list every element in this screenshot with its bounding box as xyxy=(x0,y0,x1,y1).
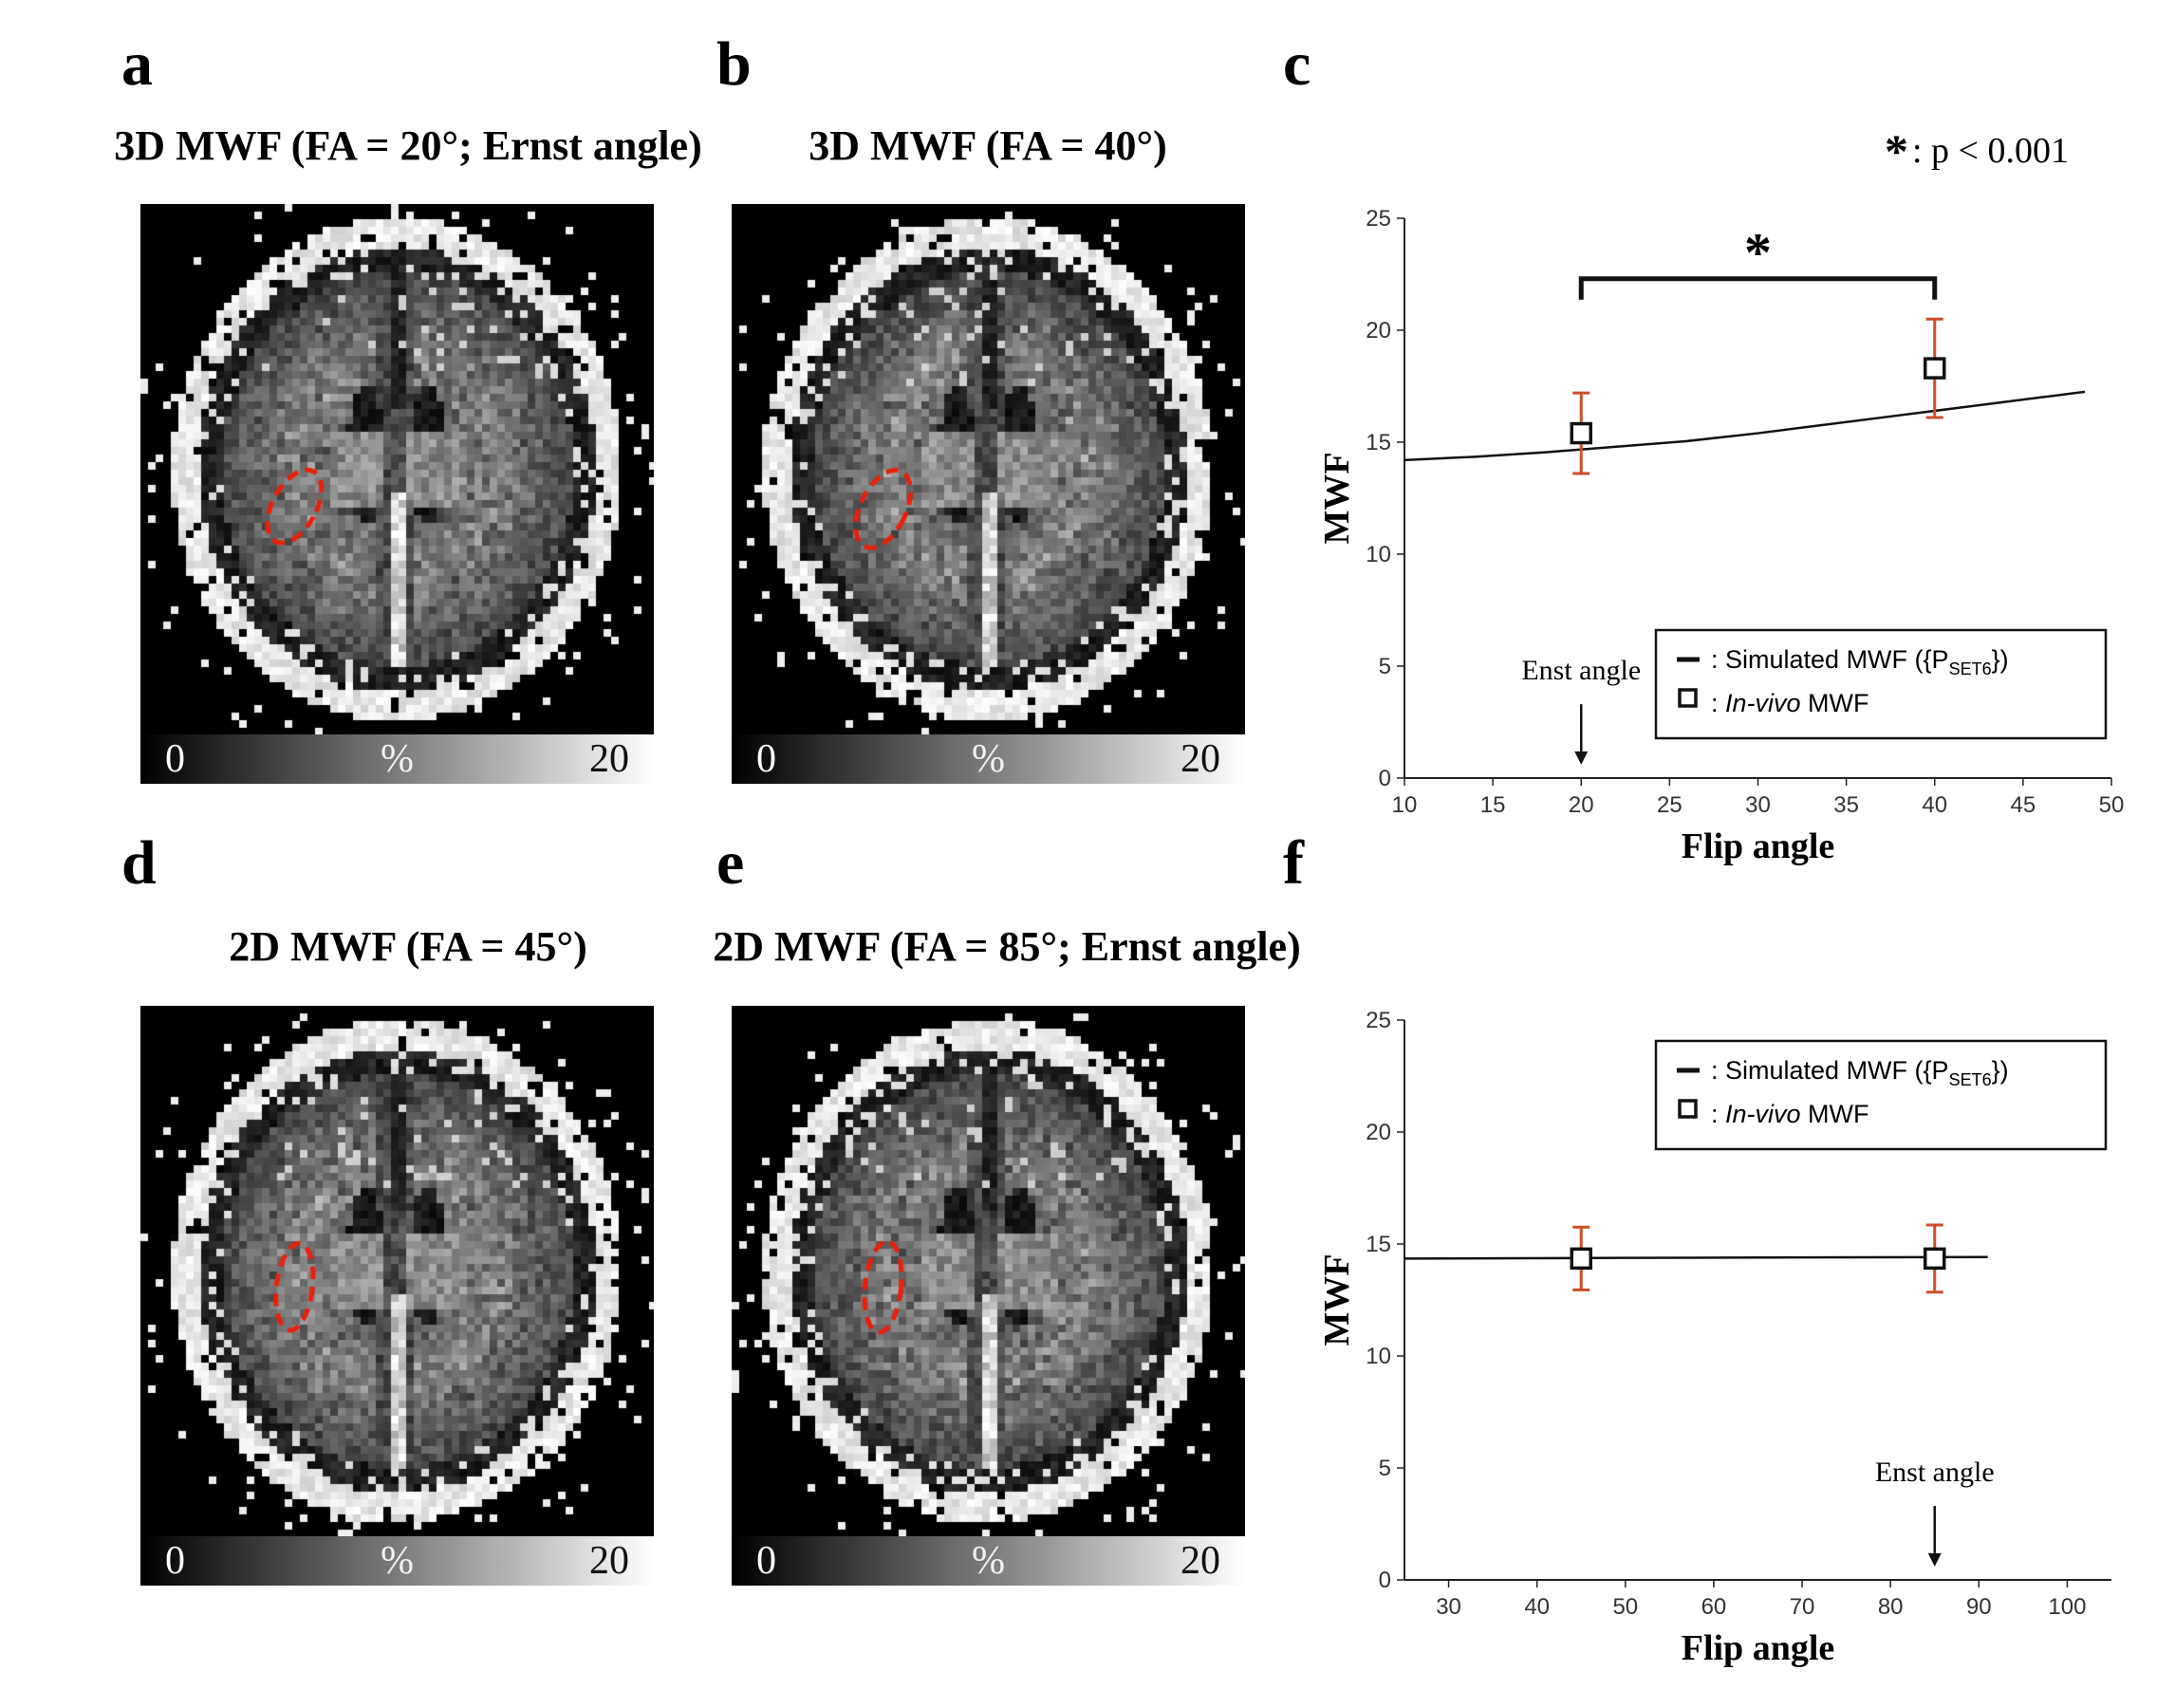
svg-text:: Simulated MWF ({PSET6}): : Simulated MWF ({PSET6}) xyxy=(1711,645,2009,678)
panel-title-d: 2D MWF (FA = 45°) xyxy=(229,923,587,970)
svg-text:50: 50 xyxy=(1612,1594,1638,1620)
brain-mwf-map-a xyxy=(140,204,654,734)
svg-text:40: 40 xyxy=(1922,792,1947,818)
svg-text:MWF: MWF xyxy=(1324,1253,1357,1346)
colorbar-max-label: 20 xyxy=(589,1539,629,1583)
brain-mwf-map-b xyxy=(732,204,1245,734)
significance-note: *: p < 0.001 xyxy=(1613,123,2069,178)
svg-text:0: 0 xyxy=(1379,766,1391,791)
colorbar-min-label: 0 xyxy=(165,737,185,781)
mwf-map-panel-a: 0 % 20 xyxy=(140,204,654,784)
svg-text:100: 100 xyxy=(2048,1594,2086,1620)
svg-text:40: 40 xyxy=(1524,1594,1550,1620)
svg-text:15: 15 xyxy=(1366,1232,1391,1257)
svg-text:50: 50 xyxy=(2099,792,2125,818)
svg-text:: Simulated MWF ({PSET6}): : Simulated MWF ({PSET6}) xyxy=(1711,1056,2009,1089)
colorbar-d: 0 % 20 xyxy=(140,1536,654,1586)
svg-text:Flip angle: Flip angle xyxy=(1682,1628,1835,1668)
colorbar-min-label: 0 xyxy=(756,1539,776,1583)
svg-text:30: 30 xyxy=(1436,1594,1461,1620)
brain-mwf-map-d xyxy=(140,1006,654,1536)
svg-text:15: 15 xyxy=(1480,792,1506,818)
svg-text:60: 60 xyxy=(1701,1594,1727,1620)
svg-text:15: 15 xyxy=(1366,430,1391,455)
panel-letter-e: e xyxy=(716,828,745,898)
svg-text:25: 25 xyxy=(1657,792,1682,818)
mwf-map-panel-b: 0 % 20 xyxy=(732,204,1245,784)
panel-letter-c: c xyxy=(1283,29,1311,99)
panel-title-e: 2D MWF (FA = 85°; Ernst angle) xyxy=(713,923,1301,970)
colorbar-max-label: 20 xyxy=(589,737,629,781)
colorbar-unit-label: % xyxy=(381,1539,414,1583)
svg-text:45: 45 xyxy=(2011,792,2036,818)
svg-text:10: 10 xyxy=(1366,542,1391,567)
svg-text:90: 90 xyxy=(1966,1594,1992,1620)
svg-text:80: 80 xyxy=(1878,1594,1904,1620)
svg-text:Enst angle: Enst angle xyxy=(1875,1457,1995,1488)
svg-text:20: 20 xyxy=(1366,318,1391,343)
colorbar-min-label: 0 xyxy=(756,737,776,781)
svg-text:10: 10 xyxy=(1392,792,1418,818)
svg-text:Enst angle: Enst angle xyxy=(1521,655,1641,686)
svg-text:0: 0 xyxy=(1379,1568,1391,1593)
colorbar-b: 0 % 20 xyxy=(732,734,1245,784)
svg-text:: In-vivo MWF: : In-vivo MWF xyxy=(1711,689,1869,717)
colorbar-unit-label: % xyxy=(972,1539,1005,1583)
svg-text:Flip angle: Flip angle xyxy=(1682,826,1835,866)
mwf-map-panel-d: 0 % 20 xyxy=(140,1006,654,1586)
svg-text:70: 70 xyxy=(1790,1594,1815,1620)
svg-text:25: 25 xyxy=(1366,1008,1391,1033)
panel-letter-f: f xyxy=(1283,828,1304,898)
significance-text: : p < 0.001 xyxy=(1912,131,2069,171)
svg-text:20: 20 xyxy=(1366,1120,1391,1145)
mwf-map-panel-e: 0 % 20 xyxy=(732,1006,1245,1586)
significance-asterisk: * xyxy=(1885,124,1908,177)
panel-letter-b: b xyxy=(716,29,752,99)
svg-text:MWF: MWF xyxy=(1324,452,1357,544)
svg-text:35: 35 xyxy=(1833,792,1859,818)
svg-text:5: 5 xyxy=(1379,1456,1391,1481)
svg-text:30: 30 xyxy=(1745,792,1771,818)
panel-title-b: 3D MWF (FA = 40°) xyxy=(809,122,1167,169)
colorbar-max-label: 20 xyxy=(1180,1539,1220,1583)
svg-text:25: 25 xyxy=(1366,206,1391,232)
svg-text:: In-vivo MWF: : In-vivo MWF xyxy=(1711,1100,1869,1128)
colorbar-e: 0 % 20 xyxy=(732,1536,1245,1586)
panel-letter-a: a xyxy=(121,29,153,99)
panel-title-a: 3D MWF (FA = 20°; Ernst angle) xyxy=(114,122,702,169)
colorbar-unit-label: % xyxy=(972,737,1005,781)
colorbar-min-label: 0 xyxy=(165,1539,185,1583)
colorbar-max-label: 20 xyxy=(1180,737,1220,781)
brain-mwf-map-e xyxy=(732,1006,1245,1536)
svg-text:*: * xyxy=(1744,222,1772,284)
svg-text:20: 20 xyxy=(1569,792,1594,818)
mwf-vs-flip-angle-chart-2d: 30 40 50 60 70 80 90 100 0 5 10 15 20 25 Flip angle MWF… xyxy=(1324,1008,2111,1668)
svg-text:10: 10 xyxy=(1366,1344,1391,1369)
panel-letter-d: d xyxy=(121,828,157,898)
colorbar-unit-label: % xyxy=(381,737,414,781)
svg-text:5: 5 xyxy=(1379,654,1391,679)
colorbar-a: 0 % 20 xyxy=(140,734,654,784)
